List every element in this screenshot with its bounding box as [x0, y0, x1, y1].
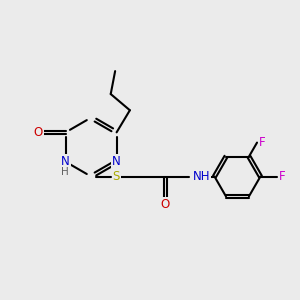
Text: NH: NH [192, 170, 210, 183]
Text: F: F [259, 136, 266, 149]
Text: N: N [112, 155, 121, 168]
Text: S: S [112, 170, 120, 183]
Text: O: O [34, 126, 43, 139]
Text: N: N [61, 155, 70, 168]
Text: F: F [279, 170, 285, 183]
Text: O: O [161, 198, 170, 211]
Text: H: H [61, 167, 69, 177]
